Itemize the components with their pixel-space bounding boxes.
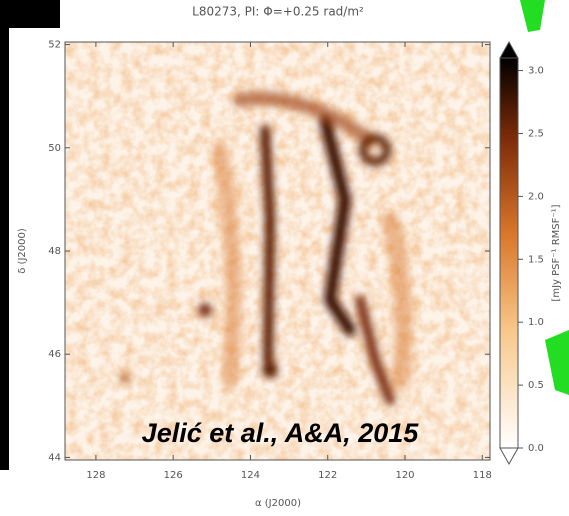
chart-title: L80273, PI: Φ=+0.25 rad/m² — [192, 5, 364, 19]
colorbar-tick-label: 0.5 — [528, 380, 544, 391]
sky-image — [65, 42, 490, 460]
citation: Jelić et al., A&A, 2015 — [142, 418, 420, 448]
x-tick-label: 124 — [241, 470, 260, 481]
colorbar-cap — [500, 448, 518, 464]
y-tick-label: 52 — [48, 40, 61, 51]
y-tick-label: 44 — [48, 452, 61, 463]
colorbar-label: [mJy PSF⁻¹ RMSF⁻¹] — [551, 204, 562, 301]
y-tick-label: 50 — [48, 143, 61, 154]
y-tick-label: 48 — [48, 246, 61, 257]
colorbar-tick-label: 3.0 — [528, 66, 544, 77]
screenshot: L80273, PI: Φ=+0.25 rad/m² α (J2000) δ (… — [0, 0, 569, 516]
x-tick-label: 126 — [164, 470, 183, 481]
y-tick-label: 46 — [48, 349, 61, 360]
green-arrow — [520, 0, 545, 32]
colorbar-tick-label: 2.0 — [528, 191, 544, 202]
colorbar-tick-label: 1.5 — [528, 254, 544, 265]
colorbar-tick-label: 1.0 — [528, 317, 544, 328]
green-arrow — [545, 330, 569, 395]
colorbar — [500, 58, 518, 448]
dark-edge — [0, 0, 9, 470]
colorbar-tick-label: 2.5 — [528, 128, 544, 139]
colorbar-tick-label: 0.0 — [528, 443, 544, 454]
y-axis-label: δ (J2000) — [17, 228, 28, 274]
x-tick-label: 128 — [86, 470, 105, 481]
x-tick-label: 120 — [395, 470, 414, 481]
colorbar-cap — [500, 42, 518, 58]
x-axis-label: α (J2000) — [255, 498, 301, 509]
x-tick-label: 118 — [473, 470, 492, 481]
x-tick-label: 122 — [318, 470, 337, 481]
